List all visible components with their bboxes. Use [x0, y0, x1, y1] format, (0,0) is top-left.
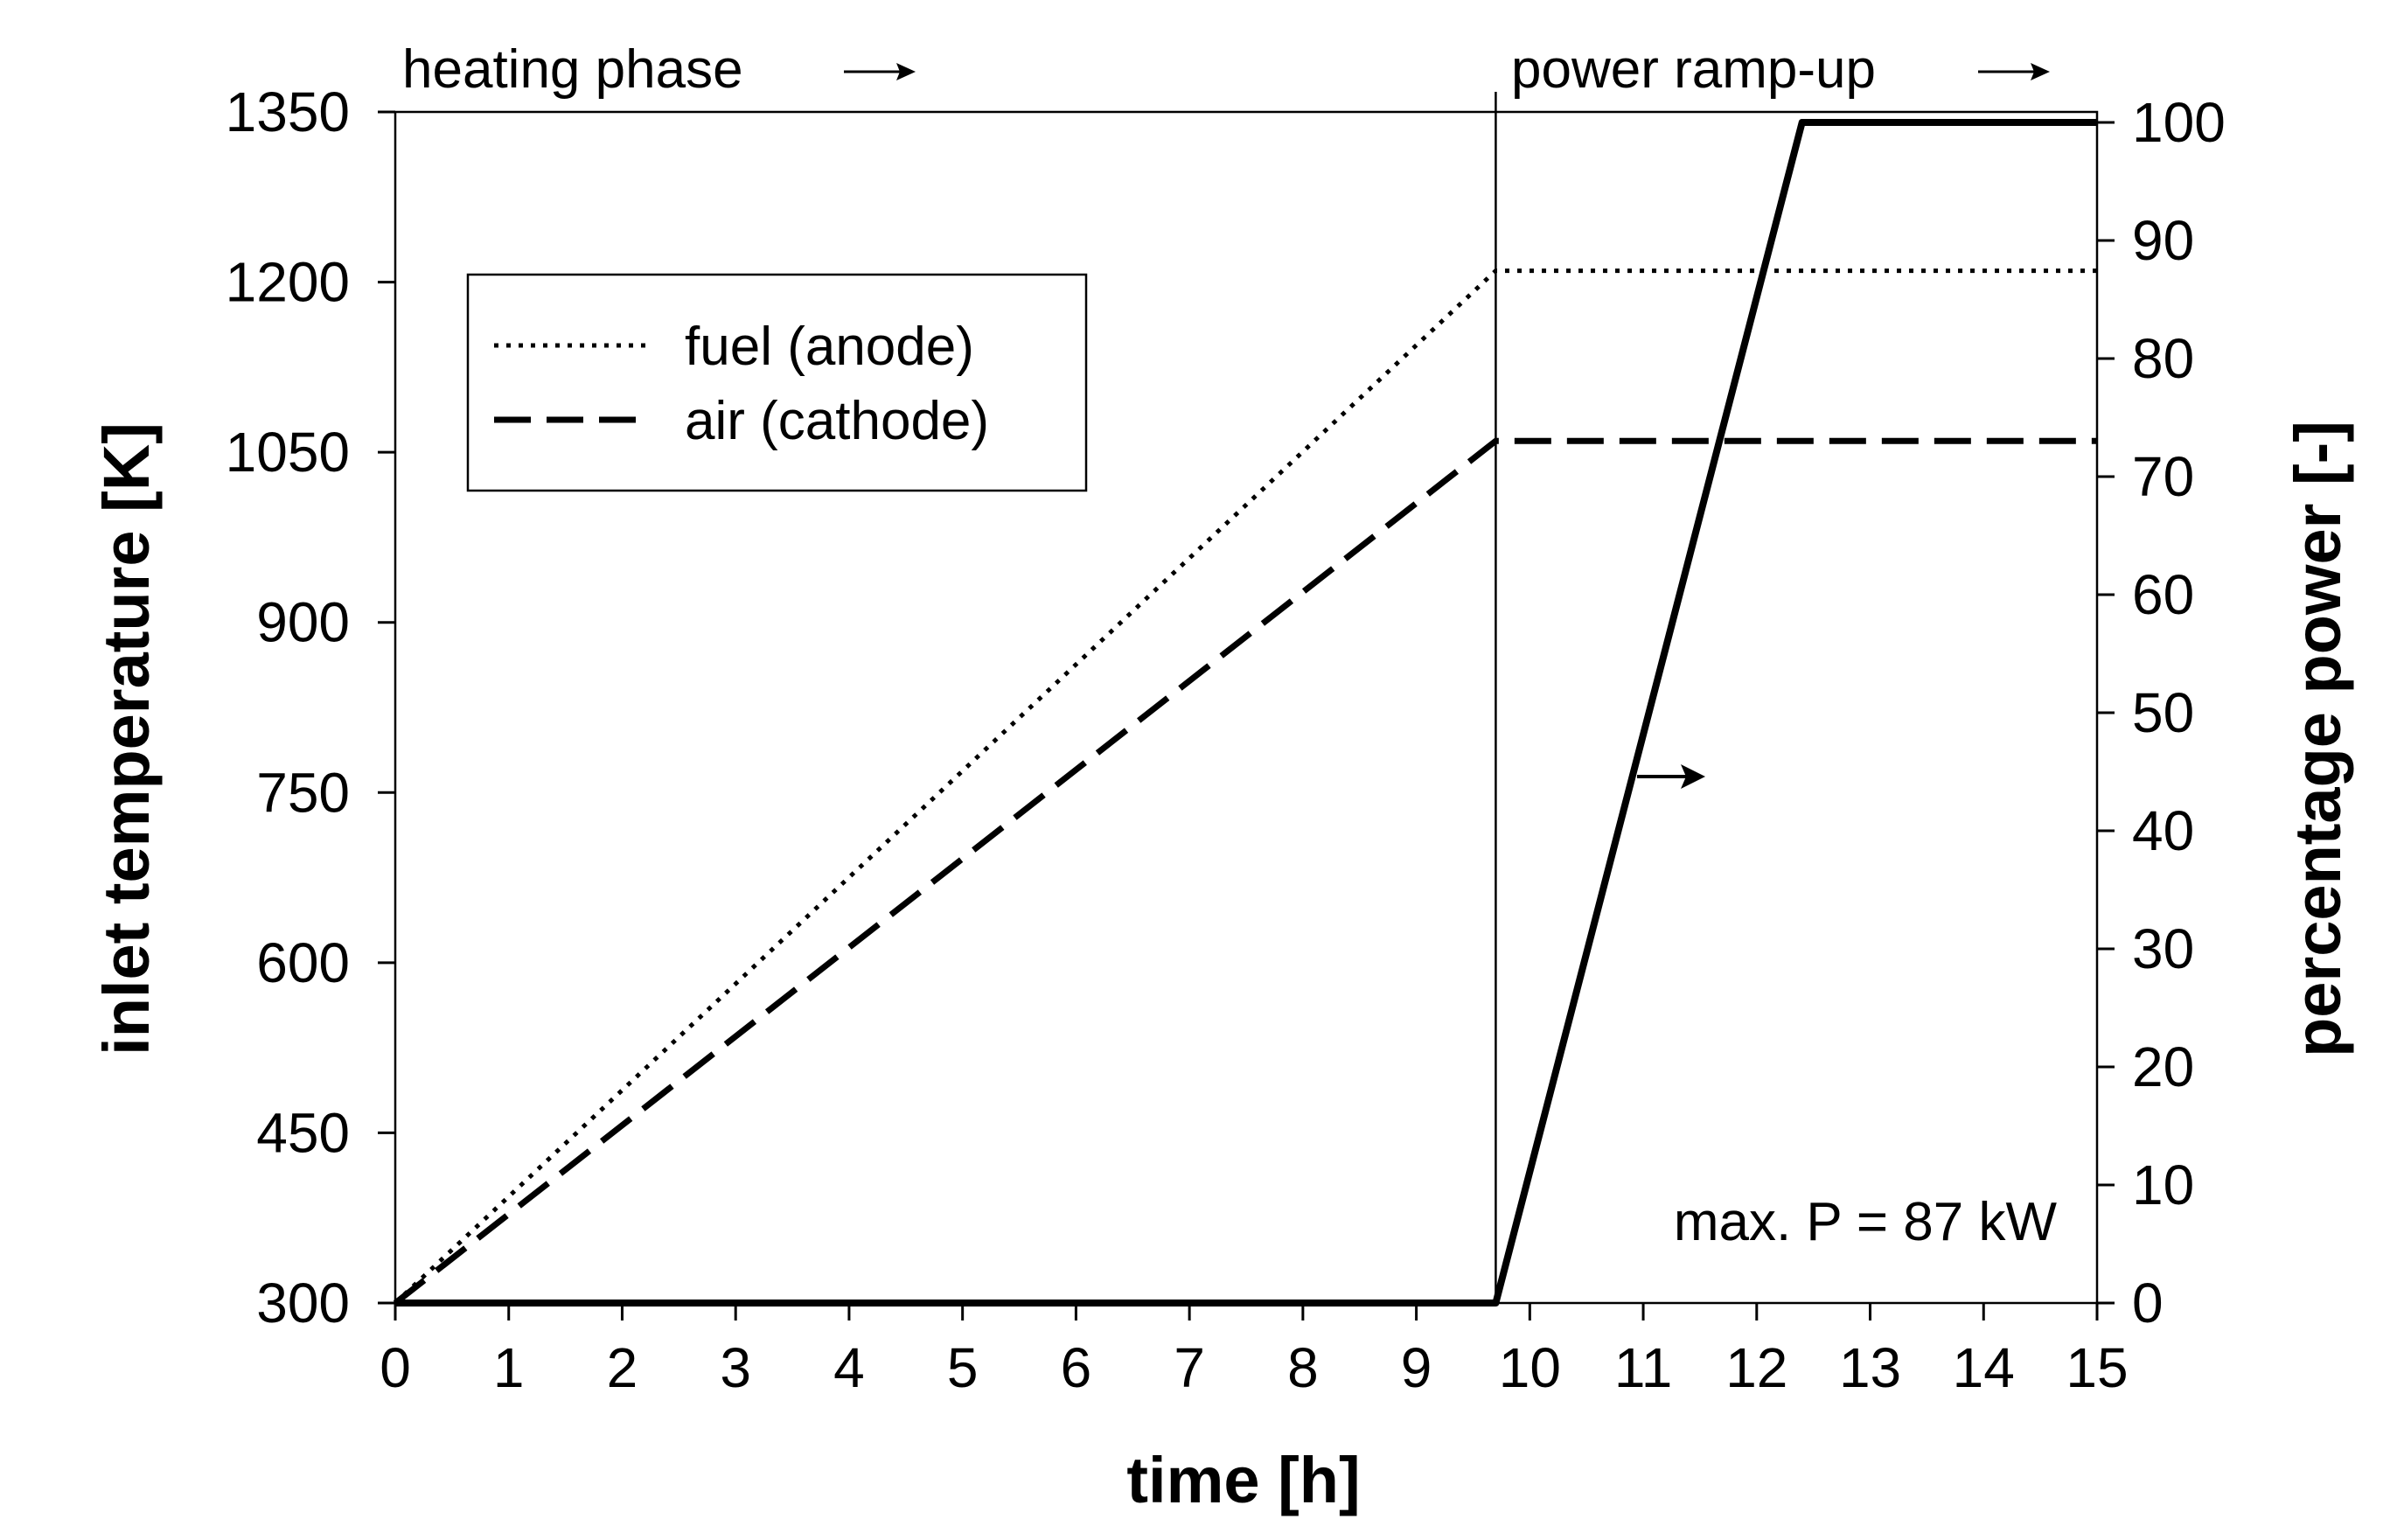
y-axis-title: inlet temperature [K] [90, 422, 163, 1056]
series-line-air-cathode [393, 437, 2097, 1306]
power-ramp-arrow [1978, 63, 2050, 80]
max-power-label: max. P = 87 kW [1674, 1192, 2058, 1252]
y2-tick-label: 60 [2132, 563, 2194, 626]
x-tick-label: 10 [1499, 1336, 1561, 1399]
x-tick-label: 9 [1401, 1336, 1432, 1399]
series-line-fuel-anode [394, 268, 2097, 1305]
y2-tick-label: 10 [2132, 1153, 2194, 1216]
legend-box [466, 273, 1088, 492]
y2-tick-label: 100 [2132, 91, 2226, 154]
y2-tick-label: 40 [2132, 799, 2194, 862]
y2-axis-title: percentage power [-] [2282, 421, 2354, 1057]
series-group [393, 119, 2097, 1307]
y-tick-label: 750 [256, 761, 350, 824]
y2-tick-label: 50 [2132, 681, 2194, 744]
x-tick-label: 13 [1839, 1336, 1901, 1399]
x-tick-label: 4 [833, 1336, 865, 1399]
y2-tick-label: 20 [2132, 1035, 2194, 1098]
legend-label-fuel: fuel (anode) [685, 317, 974, 377]
x-tick-label: 0 [380, 1336, 411, 1399]
x-tick-label: 11 [1614, 1336, 1672, 1399]
x-axis-title: time [h] [1126, 1444, 1360, 1516]
x-tick-label: 2 [607, 1336, 638, 1399]
x-tick-label: 12 [1725, 1336, 1787, 1399]
y2-tick-label: 90 [2132, 209, 2194, 272]
y-tick-label: 1050 [226, 421, 350, 484]
y-tick-label: 1200 [226, 251, 350, 314]
ticks-group: 0 1 2 3 4 5 6 7 8 9 10 11 12 13 14 15300450600750900105… [226, 80, 2226, 1399]
series-line-percentage-power [395, 119, 2097, 1307]
x-tick-label: 1 [493, 1336, 525, 1399]
legend: fuel (anode) air (cathode) [466, 273, 1088, 492]
y2-tick-label: 80 [2132, 327, 2194, 390]
x-tick-label: 3 [720, 1336, 751, 1399]
x-tick-label: 6 [1061, 1336, 1092, 1399]
x-tick-label: 15 [2066, 1336, 2128, 1399]
x-tick-label: 7 [1174, 1336, 1205, 1399]
y-tick-label: 600 [256, 931, 350, 994]
x-tick-label: 8 [1287, 1336, 1319, 1399]
heating-phase-arrow [844, 63, 916, 80]
x-tick-label: 14 [1953, 1336, 2015, 1399]
right-axis-indicator-arrow [1637, 764, 1705, 789]
y2-tick-label: 30 [2132, 917, 2194, 980]
y-tick-label: 300 [256, 1272, 350, 1334]
y-tick-label: 900 [256, 591, 350, 654]
x-tick-label: 5 [947, 1336, 979, 1399]
y2-tick-label: 70 [2132, 445, 2194, 508]
legend-label-air: air (cathode) [685, 391, 989, 451]
y-tick-label: 450 [256, 1101, 350, 1164]
y-tick-label: 1350 [226, 80, 350, 143]
power-ramp-label: power ramp-up [1511, 39, 1876, 100]
heating-phase-label: heating phase [402, 39, 743, 100]
y2-tick-label: 0 [2132, 1272, 2164, 1334]
